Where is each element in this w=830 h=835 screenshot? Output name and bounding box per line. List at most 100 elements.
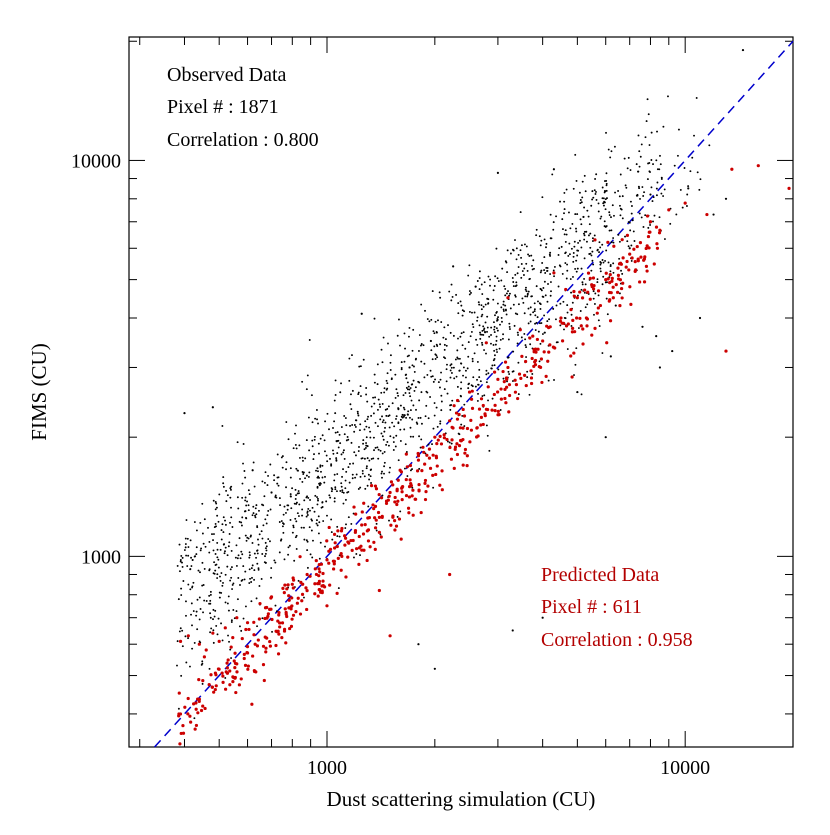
- predicted-point: [214, 673, 218, 677]
- observed-point: [318, 557, 321, 560]
- observed-point: [363, 475, 366, 478]
- observed-point: [481, 395, 484, 397]
- observed-point: [376, 363, 379, 366]
- predicted-point: [469, 418, 473, 422]
- observed-point: [229, 568, 232, 571]
- predicted-point: [542, 350, 546, 354]
- predicted-point: [371, 503, 375, 507]
- observed-point: [430, 375, 433, 378]
- observed-point: [663, 238, 666, 240]
- observed-point: [458, 357, 461, 360]
- predicted-point: [581, 342, 585, 346]
- observed-point: [539, 342, 542, 345]
- observed-point: [318, 482, 321, 485]
- predicted-point: [336, 529, 340, 533]
- observed-point: [535, 285, 538, 288]
- observed-point: [319, 541, 322, 544]
- observed-point: [230, 657, 233, 659]
- predicted-point: [362, 501, 366, 505]
- predicted-point: [404, 493, 409, 498]
- observed-point: [342, 449, 345, 452]
- observed-point: [219, 579, 222, 582]
- predicted-point: [475, 435, 479, 439]
- observed-point: [584, 190, 587, 193]
- predicted-point: [593, 238, 597, 242]
- observed-point: [605, 184, 608, 187]
- observed-point: [315, 409, 318, 411]
- observed-point: [425, 404, 428, 407]
- observed-point: [586, 303, 589, 306]
- observed-point: [516, 313, 519, 316]
- predicted-point: [349, 538, 353, 543]
- predicted-point: [366, 539, 371, 543]
- predicted-point: [202, 655, 206, 659]
- predicted-point: [440, 488, 444, 492]
- observed-point: [369, 436, 372, 439]
- observed-point: [544, 294, 547, 297]
- observed-point: [570, 325, 573, 327]
- predicted-point: [387, 494, 391, 498]
- observed-point: [295, 548, 298, 550]
- predicted-point: [591, 287, 596, 291]
- observed-point: [242, 617, 245, 620]
- observed-point: [424, 415, 427, 418]
- observed-point: [222, 485, 225, 488]
- observed-point: [490, 367, 493, 370]
- predicted-point: [289, 624, 294, 628]
- observed-point: [486, 315, 489, 318]
- observed-point: [410, 383, 413, 386]
- observed-point: [529, 306, 532, 309]
- observed-point: [235, 564, 238, 567]
- observed-point: [649, 171, 651, 173]
- observed-point: [483, 327, 486, 330]
- predicted-point: [520, 354, 524, 358]
- observed-point: [281, 455, 284, 458]
- observed-point: [512, 249, 515, 252]
- observed-point: [209, 602, 212, 605]
- observed-point: [440, 394, 443, 397]
- predicted-point: [246, 667, 250, 671]
- observed-point: [504, 294, 507, 297]
- predicted-point: [499, 397, 503, 401]
- observed-point: [201, 561, 204, 564]
- observed-point: [592, 290, 595, 293]
- predicted-point: [289, 605, 293, 609]
- observed-point: [184, 543, 187, 545]
- observed-point: [344, 498, 347, 501]
- predicted-point: [455, 452, 460, 457]
- observed-point: [521, 270, 524, 272]
- observed-point: [475, 338, 478, 341]
- observed-point: [214, 609, 217, 612]
- observed-point: [208, 594, 211, 597]
- observed-point: [575, 227, 577, 230]
- observed-point: [328, 494, 331, 497]
- observed-point: [618, 240, 621, 243]
- predicted-point: [256, 638, 260, 642]
- observed-point: [450, 371, 453, 374]
- observed-point: [366, 457, 369, 460]
- observed-point: [499, 338, 502, 341]
- observed-point: [648, 162, 651, 164]
- observed-point: [420, 360, 423, 363]
- observed-point: [406, 388, 409, 391]
- observed-point: [506, 249, 509, 252]
- observed-point: [544, 272, 547, 274]
- observed-point: [222, 531, 225, 534]
- observed-point: [695, 97, 698, 99]
- predicted-point: [533, 358, 538, 363]
- observed-point: [220, 538, 223, 541]
- observed-point: [570, 291, 573, 294]
- predicted-point: [245, 651, 250, 655]
- observed-point: [311, 421, 314, 424]
- predicted-point: [221, 674, 225, 678]
- predicted-point: [246, 664, 250, 668]
- observed-point: [351, 389, 354, 392]
- observed-point: [295, 534, 298, 537]
- observed-point: [202, 584, 205, 586]
- observed-point: [526, 376, 529, 379]
- observed-point: [589, 252, 592, 255]
- observed-point: [264, 541, 267, 544]
- observed-point: [298, 456, 301, 459]
- predicted-point: [194, 707, 198, 711]
- observed-point: [468, 264, 471, 267]
